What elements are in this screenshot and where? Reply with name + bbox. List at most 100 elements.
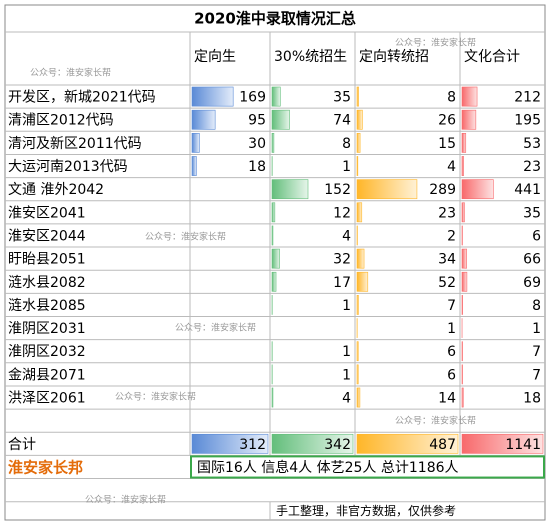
data-bar xyxy=(271,202,276,223)
cell-value: 212 xyxy=(514,90,541,106)
cell-value: 1 xyxy=(342,298,351,314)
watermark: 公众号：淮安家长帮 xyxy=(85,494,166,506)
header-cell: 定向转统招 xyxy=(359,49,429,65)
data-bar xyxy=(271,109,290,130)
cell-value: 17 xyxy=(333,275,351,291)
cell-value: 6 xyxy=(532,228,541,244)
row-label: 金湖县2071 xyxy=(8,367,86,383)
data-bar xyxy=(271,248,280,269)
brand-label: 淮安家长邦 xyxy=(8,458,83,476)
data-bar xyxy=(461,271,468,292)
cell-value: 52 xyxy=(438,275,456,291)
data-bar xyxy=(271,225,274,246)
cell-value: 8 xyxy=(447,90,456,106)
watermark: 公众号：淮安家长帮 xyxy=(145,231,226,243)
cell-value: 169 xyxy=(239,90,266,106)
cell-value: 342 xyxy=(324,437,351,453)
cell-value: 195 xyxy=(514,113,541,129)
cell-value: 7 xyxy=(532,367,541,383)
data-bar xyxy=(461,295,463,315)
cell-value: 7 xyxy=(447,298,456,314)
data-bar xyxy=(356,109,363,130)
data-bar xyxy=(356,433,459,454)
data-bar xyxy=(271,387,274,408)
total-label: 合计 xyxy=(8,437,36,453)
brand-box xyxy=(190,455,545,479)
cell-value: 23 xyxy=(438,205,456,221)
cell-value: 8 xyxy=(342,136,351,152)
cell-value: 4 xyxy=(447,159,456,175)
watermark: 公众号：淮安家长帮 xyxy=(115,391,196,403)
data-bar xyxy=(356,156,359,176)
cell-value: 441 xyxy=(514,182,541,198)
cell-value: 69 xyxy=(523,275,541,291)
cell-value: 1141 xyxy=(505,437,541,453)
cell-value: 26 xyxy=(438,113,456,129)
watermark: 公众号：淮安家长帮 xyxy=(175,322,256,334)
data-bar xyxy=(461,433,544,454)
brand-summary: 国际16人 信息4人 体艺25人 总计1186人 xyxy=(197,459,459,476)
watermark: 公众号：淮安家长帮 xyxy=(30,67,111,79)
row-label: 淮安区2041 xyxy=(8,205,86,221)
data-bar xyxy=(191,109,216,130)
data-bar xyxy=(356,86,359,107)
data-bar xyxy=(271,433,354,454)
row-label: 洪泽区2061 xyxy=(8,391,86,407)
data-bar xyxy=(461,86,478,107)
cell-value: 7 xyxy=(532,344,541,360)
cell-value: 12 xyxy=(333,205,351,221)
data-bar xyxy=(461,202,465,223)
cell-value: 35 xyxy=(523,205,541,221)
row-label: 清河及新区2011代码 xyxy=(8,136,142,152)
row-label: 清浦区2012代码 xyxy=(8,113,114,129)
cell-value: 14 xyxy=(438,391,456,407)
data-bar xyxy=(461,109,477,130)
cell-value: 35 xyxy=(333,90,351,106)
cell-value: 2 xyxy=(447,228,456,244)
title: 2020淮中录取情况汇总 xyxy=(194,10,356,28)
data-bar xyxy=(191,156,197,176)
row-label: 涟水县2085 xyxy=(8,298,86,314)
cell-value: 18 xyxy=(248,159,266,175)
data-bar xyxy=(356,387,361,408)
header-cell: 30%统招生 xyxy=(274,49,347,65)
row-label: 文通 淮外2042 xyxy=(8,182,104,198)
data-bar xyxy=(271,86,281,107)
data-bar xyxy=(356,295,359,315)
cell-value: 34 xyxy=(438,252,456,268)
row-label: 淮阴区2031 xyxy=(8,321,86,337)
data-bar xyxy=(461,156,464,176)
data-bar xyxy=(356,202,363,223)
cell-value: 6 xyxy=(447,367,456,383)
cell-value: 312 xyxy=(239,437,266,453)
row-label: 涟水县2082 xyxy=(8,275,86,291)
data-bar xyxy=(461,179,494,200)
header-cell: 定向生 xyxy=(194,49,236,65)
cell-value: 1 xyxy=(342,344,351,360)
cell-value: 8 xyxy=(532,298,541,314)
data-bar xyxy=(356,341,359,362)
cell-value: 4 xyxy=(342,228,351,244)
data-bar xyxy=(191,433,269,454)
cell-value: 1 xyxy=(342,159,351,175)
cell-value: 1 xyxy=(447,321,456,337)
header-cell: 文化合计 xyxy=(464,49,520,65)
cell-value: 66 xyxy=(523,252,541,268)
cell-value: 1 xyxy=(342,367,351,383)
data-bar xyxy=(461,133,467,153)
data-bar xyxy=(461,248,467,269)
watermark: 公众号：淮安家长帮 xyxy=(395,415,476,427)
cell-value: 74 xyxy=(333,113,351,129)
data-bar xyxy=(356,179,418,200)
cell-value: 487 xyxy=(429,437,456,453)
cell-value: 18 xyxy=(523,391,541,407)
data-bar xyxy=(191,86,234,107)
data-bar xyxy=(356,133,361,153)
cell-value: 4 xyxy=(342,391,351,407)
cell-value: 289 xyxy=(429,182,456,198)
cell-value: 23 xyxy=(523,159,541,175)
cell-value: 15 xyxy=(438,136,456,152)
row-label: 淮安区2044 xyxy=(8,228,86,244)
data-bar xyxy=(356,271,369,292)
